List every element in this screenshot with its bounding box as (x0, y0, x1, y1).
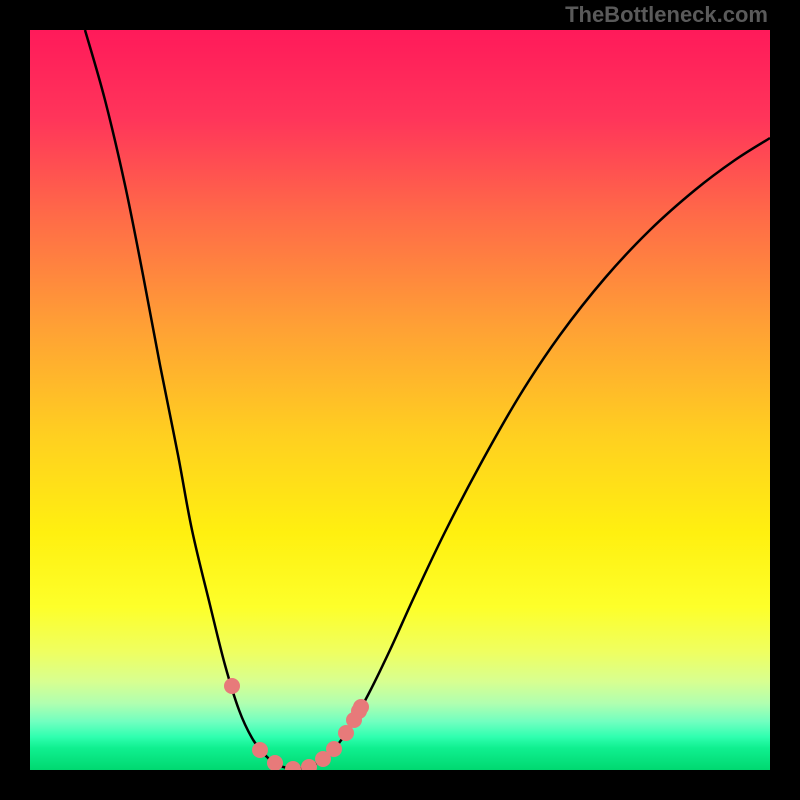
data-marker (285, 761, 301, 770)
bottleneck-curve-left (85, 30, 292, 769)
data-marker (353, 699, 369, 715)
watermark-text: TheBottleneck.com (565, 2, 768, 28)
data-marker (224, 678, 240, 694)
plot-area (30, 30, 770, 770)
curve-overlay (30, 30, 770, 770)
data-marker (267, 755, 283, 770)
data-marker (326, 741, 342, 757)
data-marker (301, 759, 317, 770)
bottleneck-curve-right (292, 138, 770, 769)
data-marker (252, 742, 268, 758)
chart-container: TheBottleneck.com (0, 0, 800, 800)
